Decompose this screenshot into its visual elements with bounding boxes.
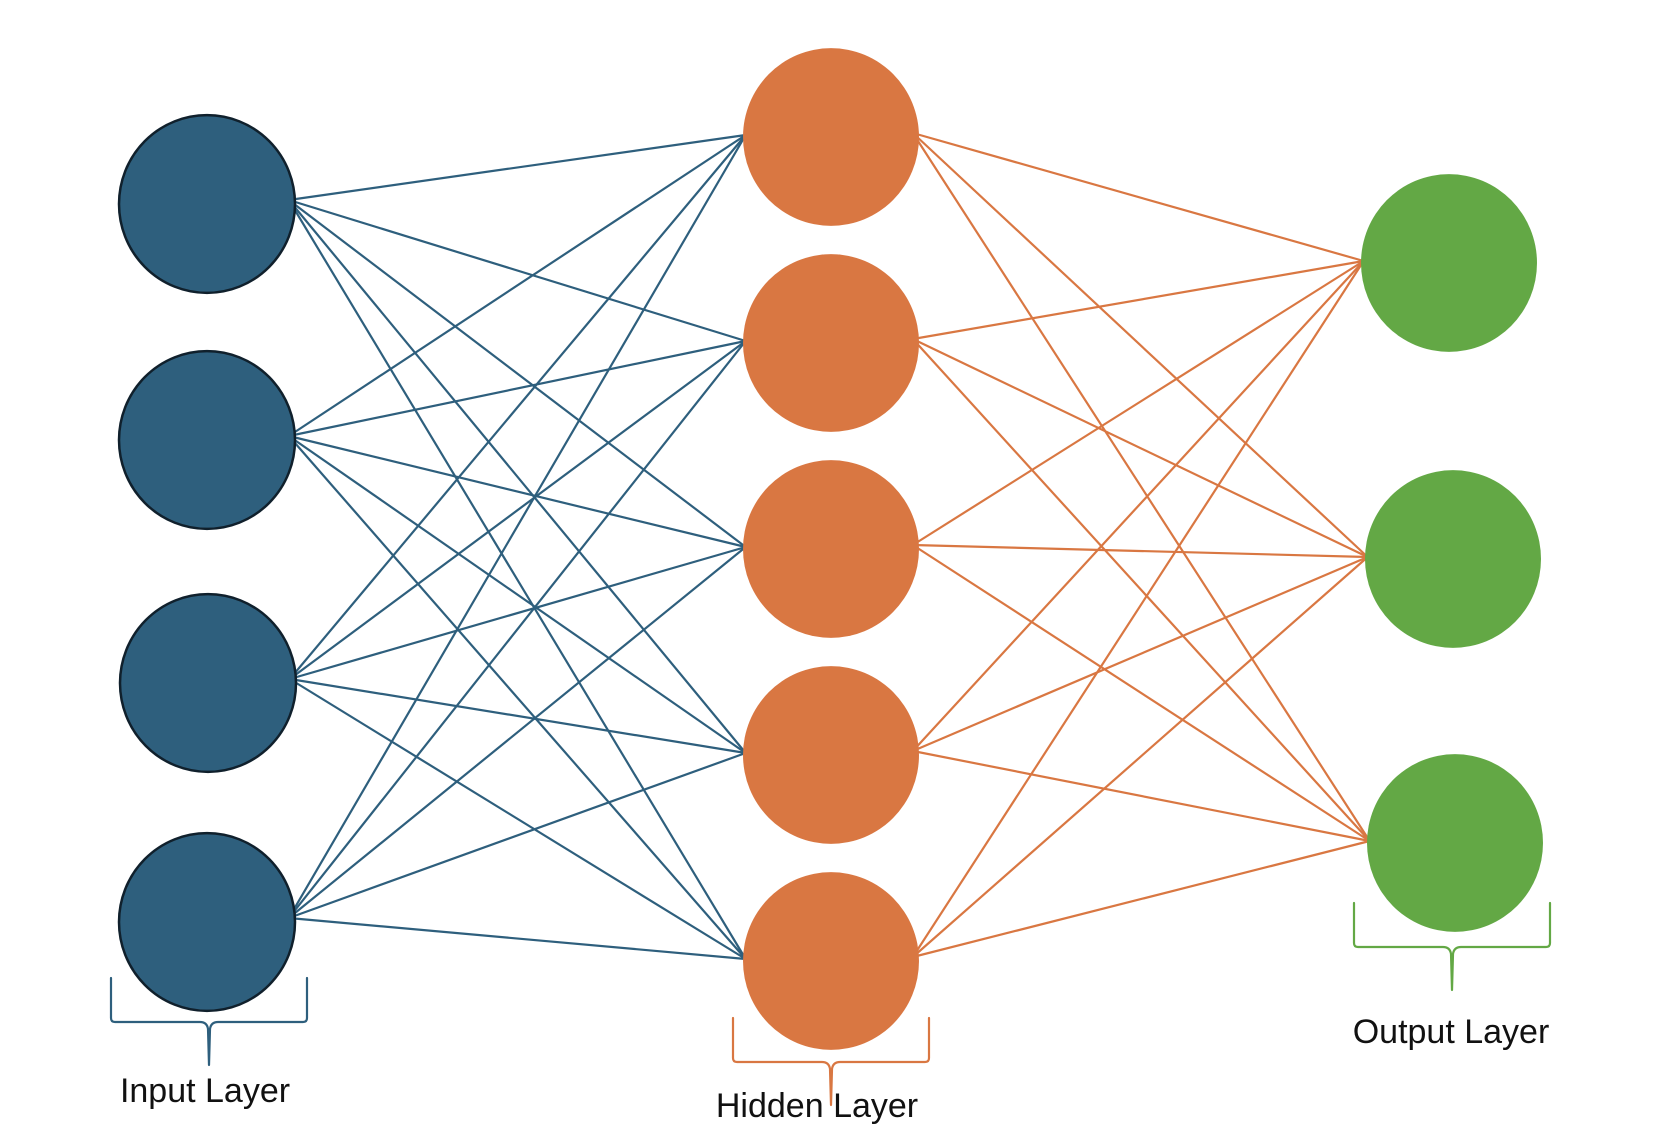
connection-input-4-to-hidden-2 — [287, 340, 747, 919]
connection-input-1-to-hidden-1 — [288, 133, 746, 202]
connection-hidden-1-to-output-2 — [912, 132, 1369, 558]
output-node-3 — [1367, 754, 1543, 932]
connection-hidden-3-to-output-1 — [912, 260, 1365, 546]
connection-input-1-to-hidden-4 — [287, 199, 747, 754]
connection-input-3-to-hidden-1 — [288, 134, 747, 680]
input-node-3 — [118, 592, 298, 774]
hidden-node-3 — [743, 460, 919, 638]
input-layer-bracket — [109, 976, 309, 1067]
connection-hidden-5-to-output-3 — [912, 839, 1370, 959]
neurons — [117, 48, 1543, 1050]
connection-hidden-4-to-output-3 — [912, 749, 1370, 843]
connection-input-2-to-hidden-4 — [288, 435, 747, 754]
connection-input-2-to-hidden-3 — [288, 434, 746, 549]
connection-input-4-to-hidden-1 — [287, 134, 747, 919]
connection-hidden-4-to-output-1 — [912, 260, 1365, 752]
connection-hidden-2-to-output-1 — [912, 259, 1364, 341]
connection-input-3-to-hidden-4 — [289, 677, 746, 755]
hidden-layer-bracket — [731, 1016, 931, 1107]
input-node-4 — [117, 831, 297, 1013]
connection-hidden-2-to-output-2 — [912, 338, 1369, 558]
connection-input-2-to-hidden-2 — [288, 339, 746, 438]
connection-input-3-to-hidden-5 — [289, 678, 747, 960]
input-node-1 — [117, 113, 297, 295]
connection-hidden-1-to-output-1 — [912, 131, 1364, 263]
hidden-node-2 — [743, 254, 919, 432]
connection-hidden-4-to-output-2 — [912, 555, 1369, 753]
connection-input-2-to-hidden-1 — [288, 134, 747, 437]
connection-input-1-to-hidden-2 — [288, 198, 746, 343]
connections — [287, 131, 1371, 961]
output-node-2 — [1365, 470, 1541, 648]
input-layer-label: Input Layer — [120, 1072, 290, 1110]
connection-input-3-to-hidden-2 — [289, 340, 747, 680]
connection-input-4-to-hidden-5 — [288, 916, 746, 961]
connection-hidden-2-to-output-3 — [912, 338, 1371, 842]
output-layer-label: Output Layer — [1353, 1013, 1550, 1051]
connection-hidden-3-to-output-2 — [912, 543, 1368, 559]
hidden-node-4 — [743, 666, 919, 844]
output-node-1 — [1361, 174, 1537, 352]
connection-input-4-to-hidden-4 — [288, 751, 747, 920]
hidden-node-1 — [743, 48, 919, 226]
connection-input-1-to-hidden-3 — [288, 199, 747, 548]
hidden-layer-label: Hidden Layer — [716, 1087, 918, 1125]
connection-input-3-to-hidden-3 — [289, 545, 746, 681]
connection-input-2-to-hidden-5 — [288, 435, 747, 960]
connection-hidden-5-to-output-2 — [912, 556, 1369, 958]
connection-hidden-5-to-output-1 — [911, 260, 1365, 958]
connection-hidden-1-to-output-3 — [911, 132, 1371, 842]
input-node-2 — [117, 349, 297, 531]
connection-hidden-3-to-output-3 — [912, 544, 1371, 842]
hidden-node-5 — [743, 872, 919, 1050]
connection-input-1-to-hidden-5 — [287, 199, 747, 960]
output-layer-bracket — [1352, 901, 1552, 992]
connection-input-4-to-hidden-3 — [288, 546, 747, 919]
